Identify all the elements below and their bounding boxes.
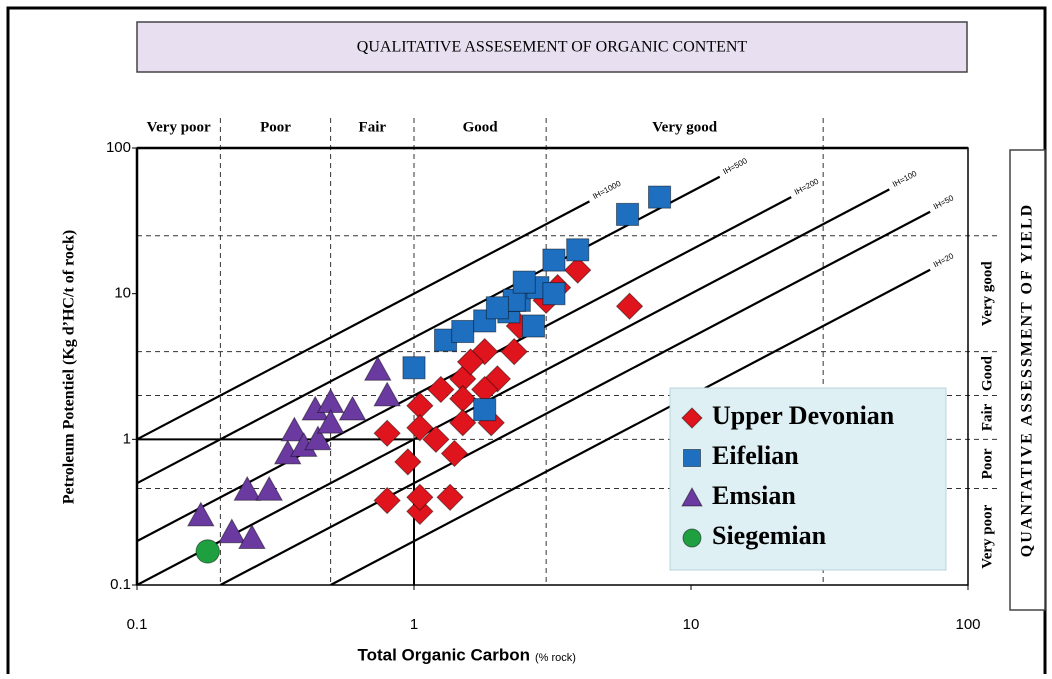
marker <box>406 483 434 512</box>
hi-line <box>137 200 590 441</box>
marker <box>564 256 592 284</box>
marker <box>566 238 590 262</box>
hi-line <box>330 268 931 585</box>
marker <box>456 348 485 376</box>
marker <box>681 486 703 507</box>
zone-label: Fair <box>979 403 995 431</box>
x-tick-label: 1 <box>410 616 418 633</box>
y-tick-label: 0.1 <box>110 576 131 593</box>
marker <box>406 497 434 526</box>
marker <box>542 282 566 306</box>
marker <box>186 501 215 527</box>
hi-label: IH=50 <box>932 193 956 211</box>
legend-box <box>669 387 947 571</box>
hi-label: IH=100 <box>891 169 919 189</box>
x-tick-label: 0.1 <box>127 616 148 633</box>
marker <box>402 356 426 380</box>
marker <box>373 381 402 407</box>
hi-line <box>137 188 890 585</box>
marker <box>233 475 262 501</box>
hi-line <box>219 210 931 585</box>
x-tick-label: 10 <box>683 616 700 633</box>
hi-label: IH=200 <box>793 176 821 196</box>
marker <box>542 248 566 272</box>
marker <box>280 416 309 442</box>
marker <box>521 314 546 338</box>
right-title-box <box>1009 149 1046 611</box>
legend-label: Emsian <box>712 481 796 510</box>
y-axis-label: Petroleum Potentiel (Kg d’HC/t of rock) <box>61 230 78 504</box>
marker <box>451 319 475 344</box>
x-axis-unit: (% rock) <box>535 652 576 664</box>
hi-label: IH=500 <box>721 156 749 176</box>
marker <box>394 448 422 476</box>
marker <box>440 439 469 468</box>
x-tick-label: 100 <box>955 616 980 633</box>
legend-label: Siegemian <box>712 521 827 550</box>
zone-label: Very poor <box>147 119 211 135</box>
x-axis-label: Total Organic Carbon <box>357 645 530 664</box>
marker <box>373 419 401 448</box>
legend-label: Eifelian <box>712 441 799 470</box>
marker <box>681 407 703 429</box>
y-tick-label: 10 <box>114 285 131 302</box>
marker <box>304 425 332 451</box>
marker <box>485 296 509 320</box>
marker <box>648 185 672 209</box>
hi-line <box>137 175 721 485</box>
right-title: QUANTATIVE ASSESSMENT OF YIELD <box>1019 203 1036 557</box>
y-tick-label: 1 <box>123 430 131 447</box>
marker <box>255 475 284 501</box>
marker <box>338 395 367 421</box>
frame <box>6 6 1047 679</box>
zone-label: Poor <box>260 119 291 135</box>
y-tick-label: 100 <box>106 139 131 156</box>
marker <box>615 292 644 320</box>
title-box <box>136 21 968 73</box>
marker <box>238 524 266 549</box>
marker <box>373 486 401 515</box>
marker <box>406 414 434 442</box>
marker <box>449 409 477 437</box>
marker <box>427 375 455 404</box>
marker <box>512 270 536 294</box>
zone-label: Very good <box>652 119 718 135</box>
chart-title: QUALITATIVE ASSESEMENT OF ORGANIC CONTEN… <box>357 39 748 56</box>
marker <box>473 398 497 422</box>
marker <box>363 355 392 381</box>
marker <box>500 337 528 366</box>
marker <box>615 202 640 226</box>
hi-label: IH=20 <box>932 251 956 269</box>
zone-label: Very poor <box>979 504 995 568</box>
legend-label: Upper Devonian <box>712 401 895 430</box>
hi-label: IH=1000 <box>591 179 623 201</box>
marker <box>683 449 701 467</box>
marker <box>436 483 464 512</box>
zone-label: Fair <box>359 119 387 135</box>
zone-label: Good <box>463 119 499 135</box>
marker <box>316 408 345 434</box>
marker <box>682 528 702 548</box>
marker <box>422 425 450 454</box>
marker <box>218 518 246 544</box>
zone-label: Good <box>979 355 995 391</box>
zone-label: Poor <box>979 448 995 479</box>
zone-label: Very good <box>979 261 995 327</box>
marker <box>195 539 220 564</box>
